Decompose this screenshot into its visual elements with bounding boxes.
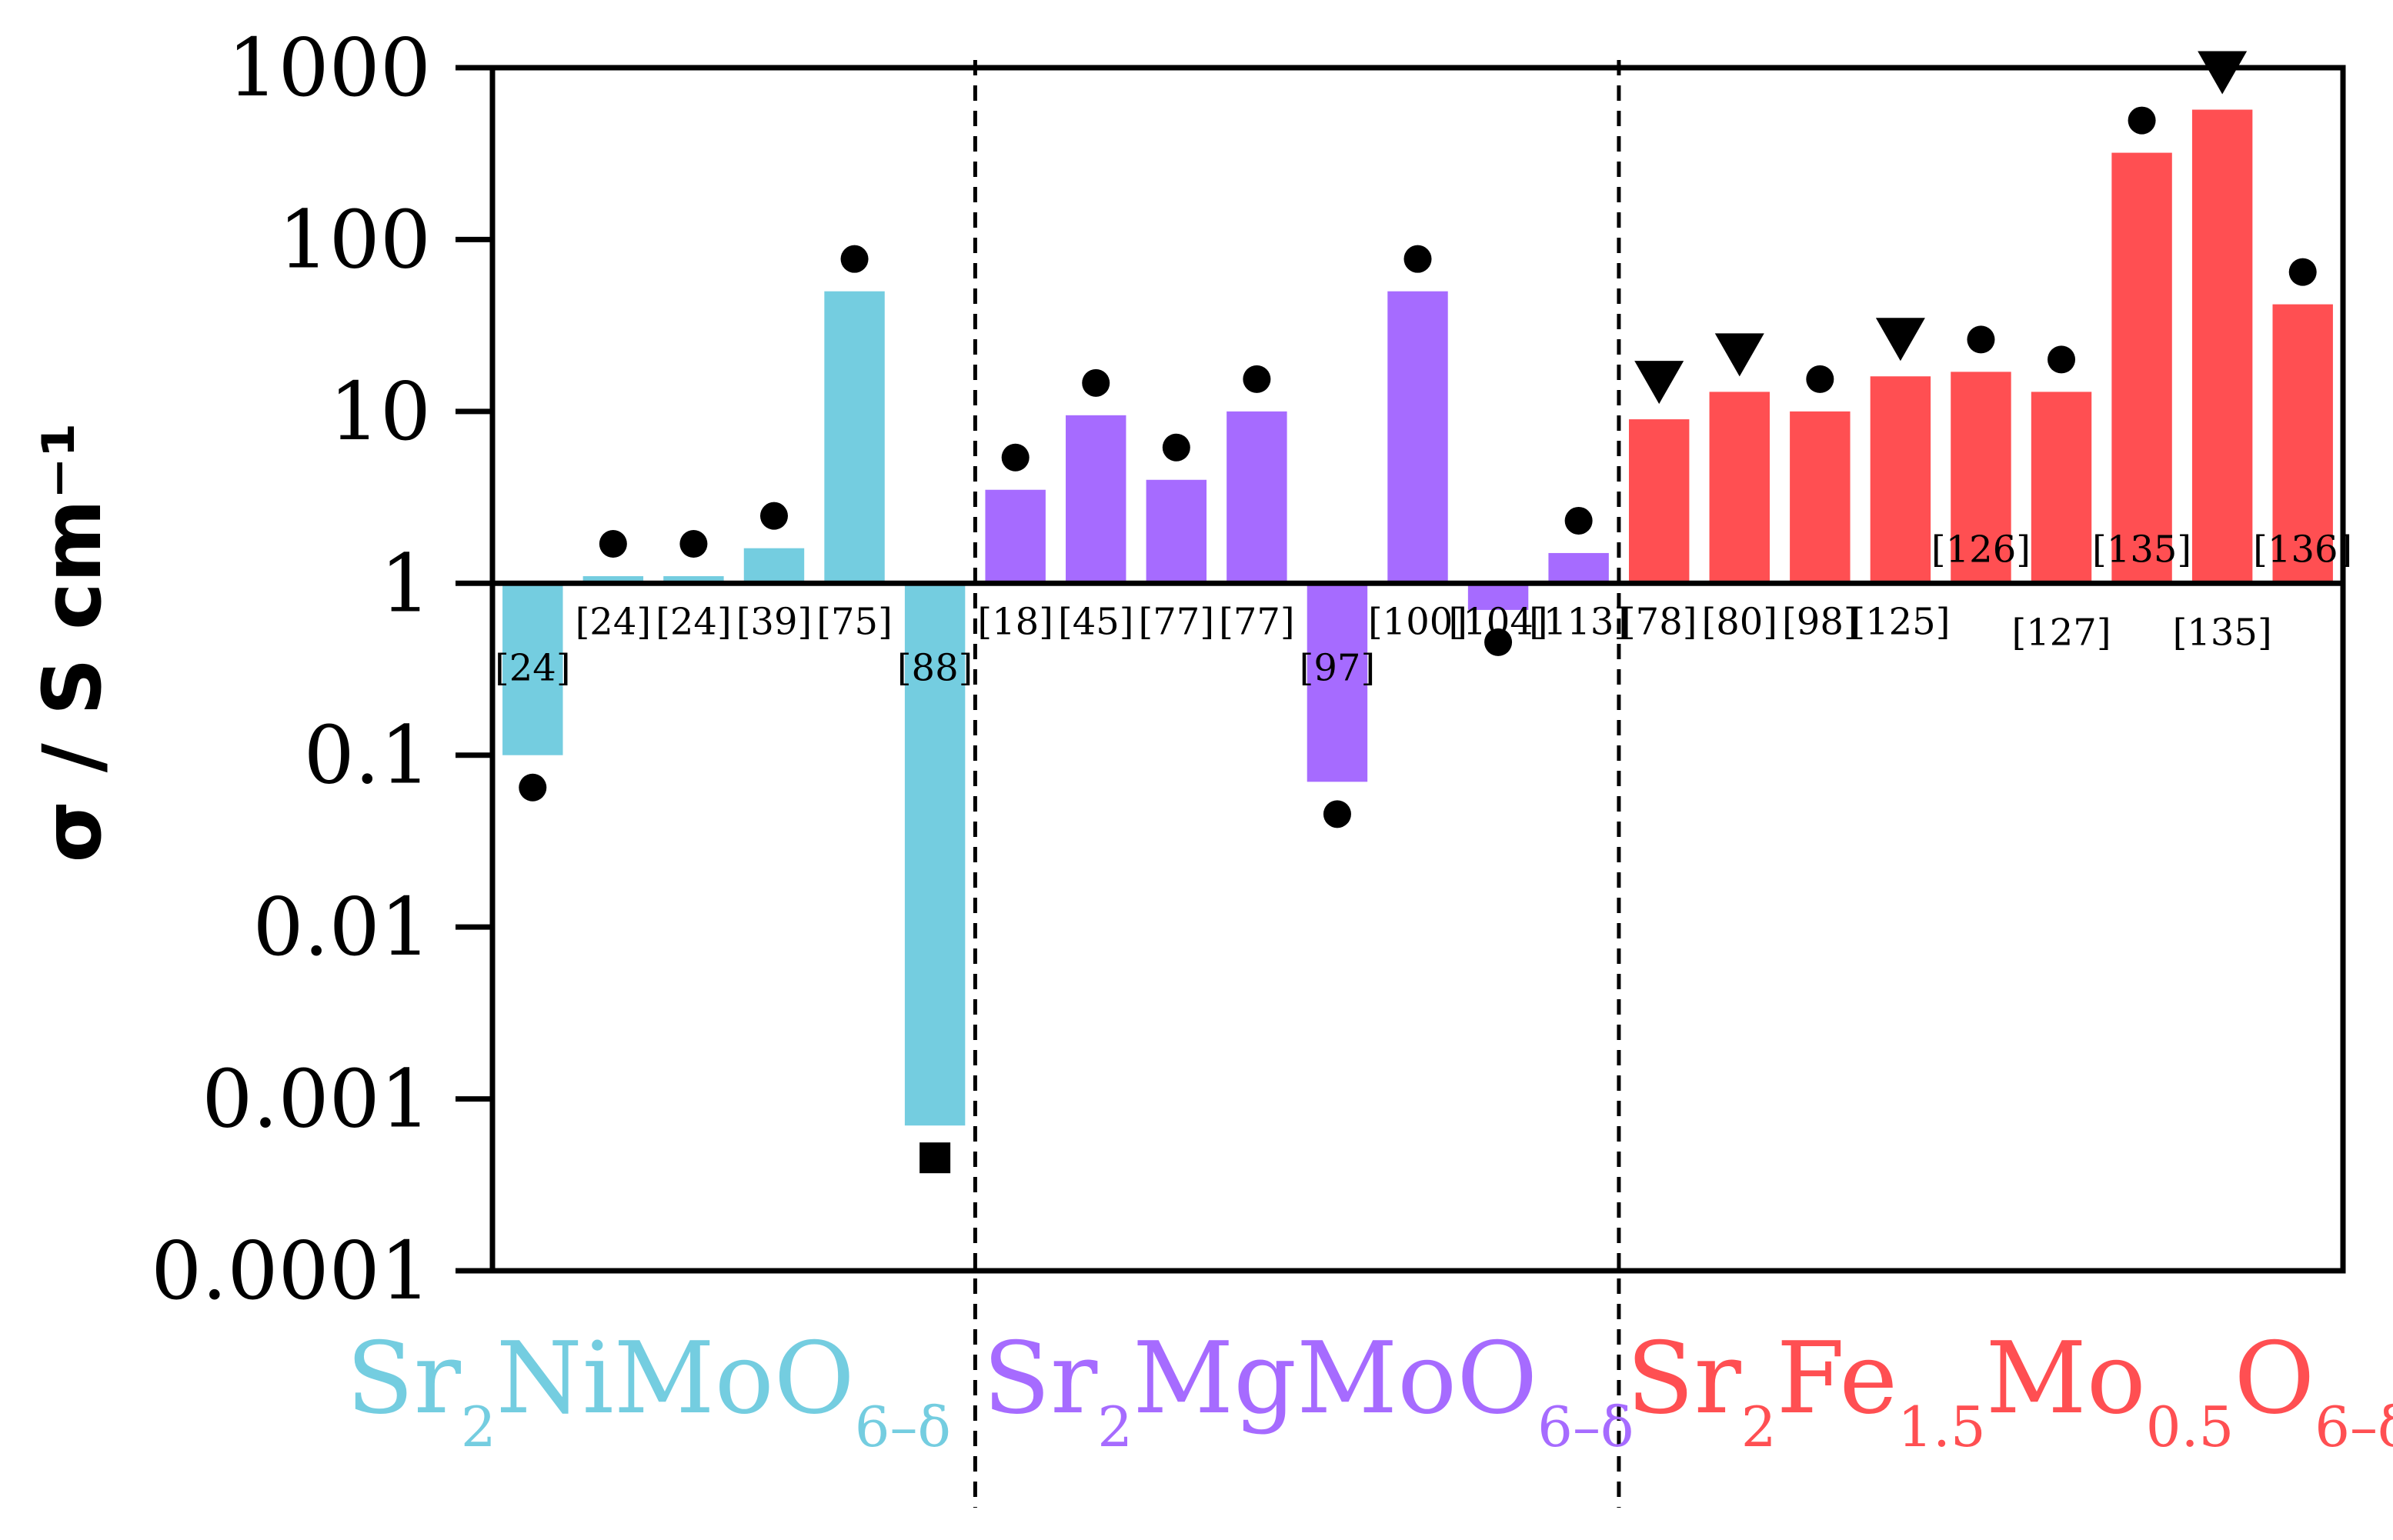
marker-circle [840, 245, 869, 273]
marker-circle [1001, 443, 1030, 472]
bar [2272, 304, 2333, 584]
reference-label: [77] [1219, 600, 1295, 643]
group-label: Sr2NiMoO6–δ [346, 1322, 951, 1459]
reference-label: [136] [2253, 528, 2352, 571]
reference-label: [24] [656, 600, 732, 643]
marker-circle [1403, 245, 1432, 273]
bar [1467, 583, 1529, 610]
marker-circle [2128, 106, 2156, 135]
reference-label: [39] [736, 600, 813, 643]
bar [2031, 392, 2092, 584]
marker-circle [759, 502, 788, 530]
plot-frame [489, 65, 2346, 1274]
reference-label: [97] [1300, 646, 1376, 689]
reference-label: [45] [1058, 600, 1134, 643]
y-tick-label: 1 [380, 536, 431, 630]
bars [502, 109, 2333, 1126]
bar [1951, 372, 2011, 584]
reference-label: [77] [1139, 600, 1215, 643]
bar [824, 291, 885, 584]
reference-label: [80] [1701, 600, 1777, 643]
marker-circle [1162, 433, 1190, 462]
marker-circle [1806, 365, 1834, 393]
reference-label: [127] [2011, 611, 2111, 654]
bar [502, 583, 563, 755]
reference-labels: [24][24] [24] [39] [75][88][18] [45] [77] [77]… [495, 528, 2352, 689]
reference-label: [88] [897, 646, 973, 689]
marker-circle [1243, 365, 1271, 393]
bar [1387, 291, 1448, 584]
bar [2111, 152, 2172, 584]
bar [904, 583, 966, 1126]
marker-circle [519, 773, 547, 802]
marker-circle [1082, 368, 1110, 397]
reference-label: [135] [2092, 528, 2191, 571]
marker-circle [2048, 345, 2076, 374]
bar [1790, 411, 1851, 584]
reference-label: [78] [1621, 600, 1697, 643]
reference-label: [100] [1368, 600, 1467, 643]
marker-circle [2288, 258, 2317, 286]
bar [1307, 583, 1368, 782]
bar [1066, 415, 1126, 584]
reference-label: [18] [977, 600, 1053, 643]
marker-square [919, 1142, 951, 1174]
bar [582, 576, 644, 584]
reference-label: [24] [495, 646, 571, 689]
bar [1628, 419, 1690, 584]
group-label: Sr2Fe1.5Mo0.5O6–δ [1627, 1322, 2393, 1459]
axes: 0.0001 0.001 0.01 0.1 1 10 100 1000 [151, 21, 2346, 1508]
reference-label: [135] [2173, 611, 2272, 654]
marker-triangle [2198, 51, 2248, 95]
reference-label: [98] [1782, 600, 1858, 643]
reference-label: [104] [1449, 600, 1548, 643]
y-tick-label: 0.01 [252, 880, 431, 974]
y-tick-label: 100 [278, 192, 431, 286]
bar [1709, 392, 1770, 584]
bar [1870, 376, 1931, 584]
bar [1548, 552, 1609, 584]
marker-triangle [1714, 333, 1764, 377]
reference-label: [113] [1529, 600, 1628, 643]
y-tick-label: 0.0001 [151, 1224, 431, 1318]
bar [743, 548, 805, 584]
marker-triangle [1875, 318, 1925, 362]
bar [1227, 411, 1287, 584]
marker-circle [1564, 506, 1593, 535]
bar [2191, 109, 2253, 584]
reference-label: [24] [576, 600, 652, 643]
marker-circle [1484, 628, 1513, 656]
y-tick-label: 10 [329, 365, 431, 458]
group-label: Sr2MgMoO6–δ [983, 1322, 1634, 1459]
markers [519, 51, 2317, 1174]
reference-label: [125] [1851, 600, 1950, 643]
bar [663, 576, 724, 584]
y-axis-label: σ / S cm⁻¹ [25, 422, 119, 863]
reference-label: [75] [816, 600, 893, 643]
marker-triangle [1634, 361, 1684, 405]
marker-circle [1967, 325, 1995, 354]
y-tick-label: 0.001 [202, 1052, 431, 1146]
reference-label: [126] [1931, 528, 2031, 571]
y-tick-label: 1000 [227, 21, 431, 115]
marker-circle [1323, 800, 1351, 828]
bar [985, 489, 1046, 584]
y-tick-label: 0.1 [304, 708, 431, 802]
marker-circle [679, 530, 708, 558]
marker-circle [599, 530, 627, 558]
bar [1146, 479, 1207, 584]
